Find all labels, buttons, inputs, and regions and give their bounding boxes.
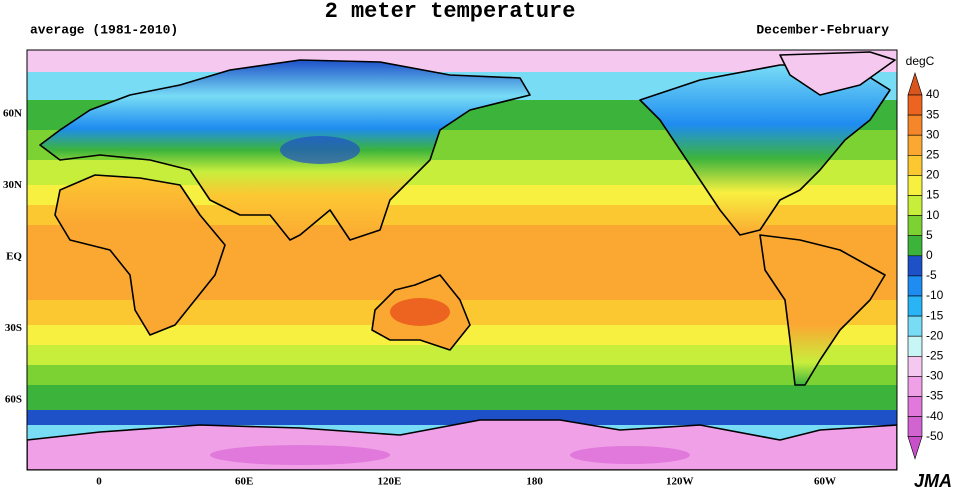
colorbar-label: -10 [926,288,944,302]
colorbar-label: 0 [926,248,933,262]
lon-label: 120E [377,476,401,488]
colorbar-label: 15 [926,188,940,202]
colorbar-band [907,275,923,297]
colorbar-band [907,175,923,196]
colorbar-unit: degC [906,54,935,68]
colorbar-label: -40 [926,409,944,423]
colorbar-label: -5 [926,268,937,282]
south-america [759,234,886,386]
lon-label: 60E [235,476,253,488]
colorbar-end [907,72,923,96]
colorbar-band [907,134,923,156]
season-label: December-February [756,22,889,37]
colorbar-band [907,155,923,176]
colorbar-band [907,94,923,116]
colorbar-band [907,215,923,237]
colorbar-label: -30 [926,369,944,383]
colorbar-label: -15 [926,308,944,322]
colorbar-band [907,416,923,438]
colorbar-label: 40 [926,87,940,101]
lat-label: 60N [3,108,22,120]
lon-label: 120W [666,476,694,488]
colorbar-label: -50 [926,429,944,443]
lat-label: 30S [5,322,22,334]
colorbar-band [907,295,923,317]
colorbar-label: -25 [926,348,944,362]
colorbar-end [907,436,923,460]
title: 2 meter temperature [325,0,576,24]
period-label: average (1981-2010) [30,22,178,37]
lon-label: 0 [96,476,102,488]
colorbar-label: -20 [926,328,944,342]
map-field [27,50,897,470]
colorbar-label: 10 [926,208,940,222]
colorbar-label: 5 [926,228,933,242]
colorbar-band [907,355,923,377]
map-frame [26,49,898,471]
colorbar-band [907,235,923,257]
colorbar-band [907,195,923,216]
lon-label: 60W [814,476,836,488]
credit: JMA [914,471,952,491]
colorbar-band [907,376,923,397]
colorbar-band [907,315,923,337]
colorbar-label: 25 [926,147,940,161]
colorbar-label: 30 [926,127,940,141]
colorbar-band [907,335,923,357]
lat-label: 60S [5,394,22,406]
africa [54,174,226,336]
lat-label: EQ [6,251,22,263]
colorbar-label: 20 [926,168,940,182]
greenland [779,51,896,96]
colorbar-label: -35 [926,389,944,403]
colorbar-band [907,255,923,277]
lon-label: 180 [526,476,543,488]
colorbar-band [907,114,923,136]
colorbar-label: 35 [926,107,940,121]
colorbar-band [907,396,923,417]
lat-label: 30N [3,179,22,191]
